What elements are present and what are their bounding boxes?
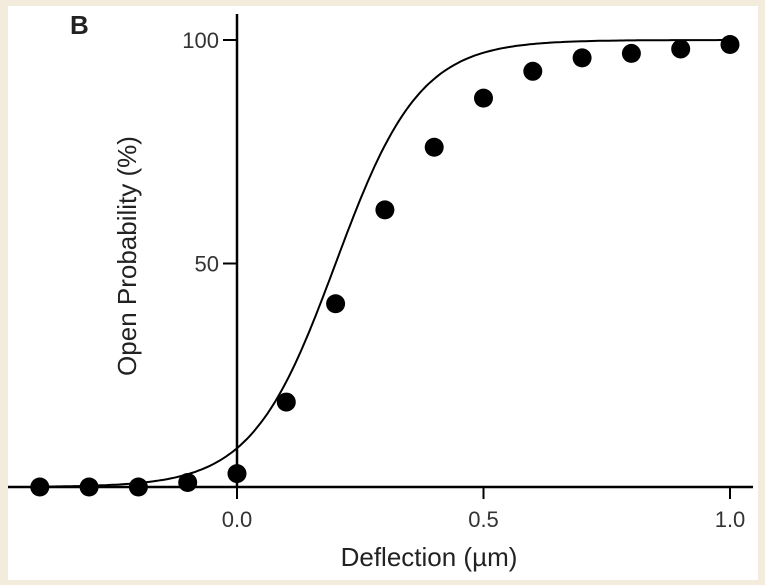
fit-curve — [39, 39, 730, 488]
data-point — [128, 477, 148, 497]
open-probability-chart: B 0.0 0.5 1.0 50 100 Deflection (µm) Open Pr… — [8, 10, 753, 572]
data-point — [474, 88, 493, 108]
data-point — [720, 34, 740, 54]
y-axis-title: Open Probability (%) — [112, 136, 142, 376]
x-axis-title: Deflection (µm) — [341, 542, 518, 572]
data-point — [276, 392, 296, 412]
data-point — [424, 137, 444, 157]
data-point — [523, 61, 543, 81]
data-point — [178, 473, 198, 493]
x-tick-label: 0.5 — [468, 507, 499, 532]
y-tick-label: 100 — [182, 28, 219, 53]
x-tick-label: 1.0 — [715, 507, 746, 532]
figure-panel: B 0.0 0.5 1.0 50 100 Deflection (µm) Open Pr… — [8, 6, 758, 580]
data-point — [621, 43, 641, 63]
data-points — [30, 34, 740, 497]
data-point — [227, 464, 247, 484]
data-point — [79, 477, 99, 497]
x-tick-label: 0.0 — [222, 507, 253, 532]
data-point — [671, 39, 691, 59]
y-tick-label: 50 — [195, 252, 219, 277]
data-point — [375, 200, 395, 220]
data-point — [572, 48, 592, 68]
data-point — [30, 477, 50, 497]
panel-label: B — [70, 10, 89, 40]
boltzmann-fit-line — [39, 39, 730, 488]
data-point — [326, 294, 346, 314]
axes: 0.0 0.5 1.0 50 100 — [8, 14, 753, 532]
